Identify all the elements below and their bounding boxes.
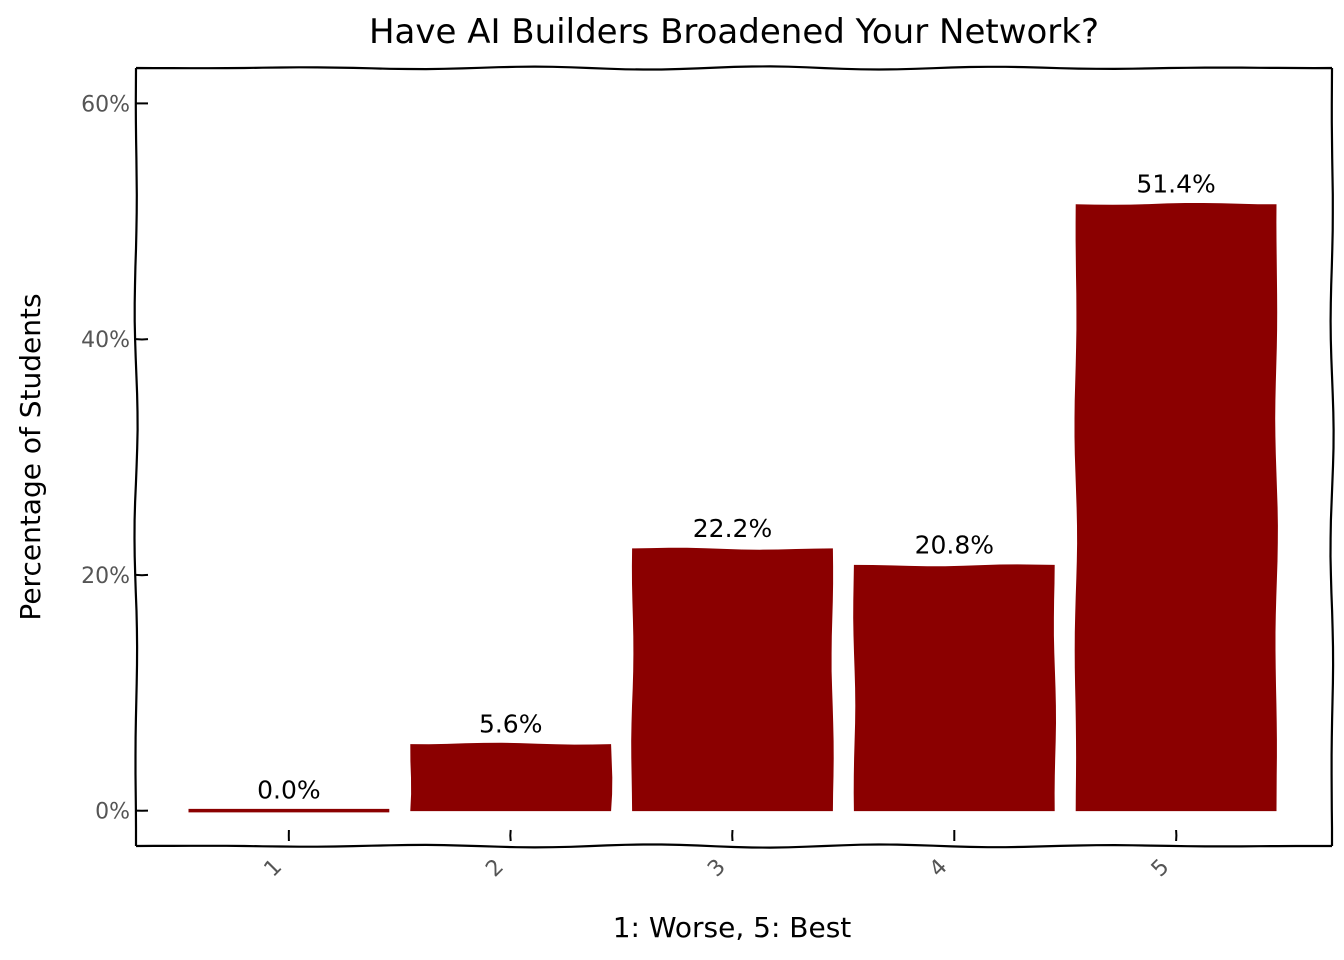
y-tick-label: 20% — [81, 564, 130, 589]
y-tick-label: 60% — [81, 92, 130, 117]
bar-4 — [853, 564, 1057, 812]
bar-2 — [410, 742, 613, 812]
bar-value-label: 0.0% — [257, 776, 321, 805]
chart-title: Have AI Builders Broadened Your Network? — [369, 12, 1099, 52]
x-tick-label: 1 — [260, 855, 288, 883]
plot-frame — [133, 65, 1335, 849]
y-tick-label: 0% — [95, 800, 130, 825]
bar-value-label: 22.2% — [693, 514, 772, 543]
bars — [188, 203, 1278, 813]
bar-value-label: 20.8% — [915, 530, 994, 559]
bar-3 — [631, 547, 834, 812]
y-axis-label: Percentage of Students — [14, 293, 47, 620]
bar-value-label: 51.4% — [1136, 170, 1215, 199]
y-axis: 0% 20% 40% 60% — [81, 92, 149, 825]
bar-1 — [188, 808, 390, 813]
x-tick-label: 2 — [481, 855, 509, 883]
bar-value-labels: 0.0% 5.6% 22.2% 20.8% 51.4% — [257, 170, 1216, 805]
x-axis: 1 2 3 4 5 — [260, 829, 1178, 883]
x-axis-label: 1: Worse, 5: Best — [613, 911, 852, 944]
x-tick-label: 4 — [925, 855, 953, 883]
bar-value-label: 5.6% — [479, 710, 543, 739]
bar-5 — [1074, 203, 1278, 812]
y-tick-label: 40% — [81, 328, 130, 353]
plot-area — [133, 65, 1335, 849]
x-tick-label: 3 — [703, 855, 731, 883]
x-tick-label: 5 — [1147, 855, 1175, 883]
